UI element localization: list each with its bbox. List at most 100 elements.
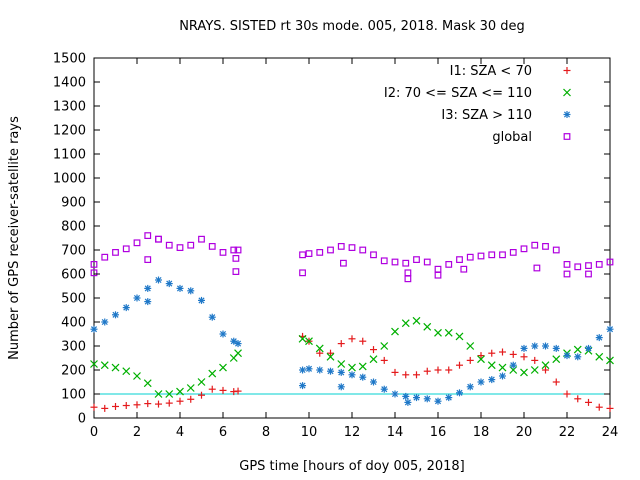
- data-point: [327, 246, 334, 254]
- data-point: [488, 251, 496, 259]
- data-layer: [90, 232, 614, 412]
- data-point: [413, 371, 420, 379]
- data-point: [133, 372, 141, 380]
- data-point: [198, 391, 205, 399]
- data-point: [370, 251, 377, 259]
- data-point: [595, 261, 603, 268]
- data-point: [573, 345, 582, 354]
- data-point: [552, 344, 560, 352]
- y-tick-label: 0: [78, 412, 86, 427]
- data-point: [155, 235, 162, 243]
- data-point: [606, 356, 614, 365]
- y-tick-label: 200: [61, 364, 86, 379]
- data-point: [391, 390, 399, 398]
- data-point: [413, 256, 420, 263]
- data-point: [444, 328, 453, 337]
- legend-label: I3: SZA > 110: [441, 108, 532, 123]
- data-point: [391, 368, 399, 376]
- data-point: [187, 395, 195, 403]
- data-point: [144, 284, 152, 292]
- data-point: [348, 371, 356, 379]
- data-point: [520, 245, 528, 253]
- x-tick-label: 8: [262, 425, 270, 440]
- data-point: [337, 383, 345, 391]
- data-point: [359, 246, 367, 254]
- series-2: [90, 276, 614, 406]
- data-point: [595, 403, 603, 411]
- data-point: [232, 255, 240, 262]
- data-point: [552, 355, 561, 364]
- data-point: [305, 337, 313, 346]
- data-point: [488, 376, 496, 384]
- data-point: [337, 340, 345, 348]
- data-point: [165, 280, 173, 288]
- data-point: [456, 389, 463, 397]
- data-point: [197, 378, 206, 386]
- y-tick-label: 700: [61, 244, 86, 259]
- data-point: [90, 360, 98, 368]
- x-tick-label: 6: [219, 425, 227, 440]
- data-point: [232, 268, 240, 275]
- data-point: [499, 348, 506, 356]
- data-point: [219, 386, 227, 394]
- x-axis-title: GPS time [hours of doy 005, 2018]: [239, 459, 464, 474]
- data-point: [144, 298, 152, 306]
- data-point: [230, 337, 238, 345]
- data-point: [112, 311, 119, 319]
- data-point: [456, 361, 463, 369]
- data-point: [585, 262, 592, 269]
- y-tick-label: 300: [61, 340, 86, 355]
- data-point: [595, 334, 603, 342]
- data-point: [122, 367, 131, 376]
- data-point: [234, 246, 242, 254]
- data-point: [298, 334, 307, 343]
- data-point: [234, 340, 242, 348]
- series-3: [90, 232, 614, 283]
- data-point: [434, 265, 442, 273]
- data-point: [315, 344, 324, 353]
- data-point: [176, 244, 184, 252]
- data-point: [219, 363, 227, 372]
- data-point: [133, 401, 141, 409]
- data-point: [144, 256, 152, 263]
- data-point: [509, 249, 517, 256]
- data-point: [133, 294, 141, 302]
- y-tick-label: 1200: [53, 124, 86, 139]
- y-tick-label: 1400: [53, 76, 86, 91]
- data-point: [198, 235, 205, 243]
- data-point: [434, 271, 442, 279]
- data-point: [198, 296, 205, 304]
- data-point: [487, 361, 496, 370]
- data-point: [402, 392, 410, 400]
- data-point: [445, 394, 453, 402]
- data-point: [176, 284, 184, 292]
- legend: I1: SZA < 70 I2: 70 <= SZA <= 110 I3: SZA …: [384, 64, 571, 145]
- data-point: [530, 366, 539, 374]
- legend-label: I2: 70 <= SZA <= 110: [384, 86, 532, 101]
- data-point: [348, 363, 356, 372]
- legend-marker: [563, 111, 571, 118]
- data-point: [112, 249, 119, 256]
- legend-marker: [563, 88, 571, 97]
- data-point: [176, 397, 184, 405]
- data-point: [552, 246, 560, 254]
- data-point: [488, 349, 496, 357]
- data-point: [359, 337, 367, 345]
- x-tick-label: 4: [176, 425, 184, 440]
- legend-marker: [563, 67, 571, 74]
- data-point: [466, 253, 474, 261]
- data-point: [234, 349, 242, 358]
- data-point: [402, 259, 410, 267]
- data-point: [574, 395, 582, 403]
- data-point: [337, 243, 345, 250]
- data-point: [144, 400, 152, 408]
- x-tick-label: 10: [301, 425, 318, 440]
- data-point: [370, 378, 377, 386]
- data-point: [165, 399, 173, 407]
- data-point: [337, 360, 346, 368]
- data-point: [100, 361, 109, 370]
- data-point: [456, 256, 463, 263]
- data-point: [413, 394, 420, 402]
- data-point: [445, 261, 453, 268]
